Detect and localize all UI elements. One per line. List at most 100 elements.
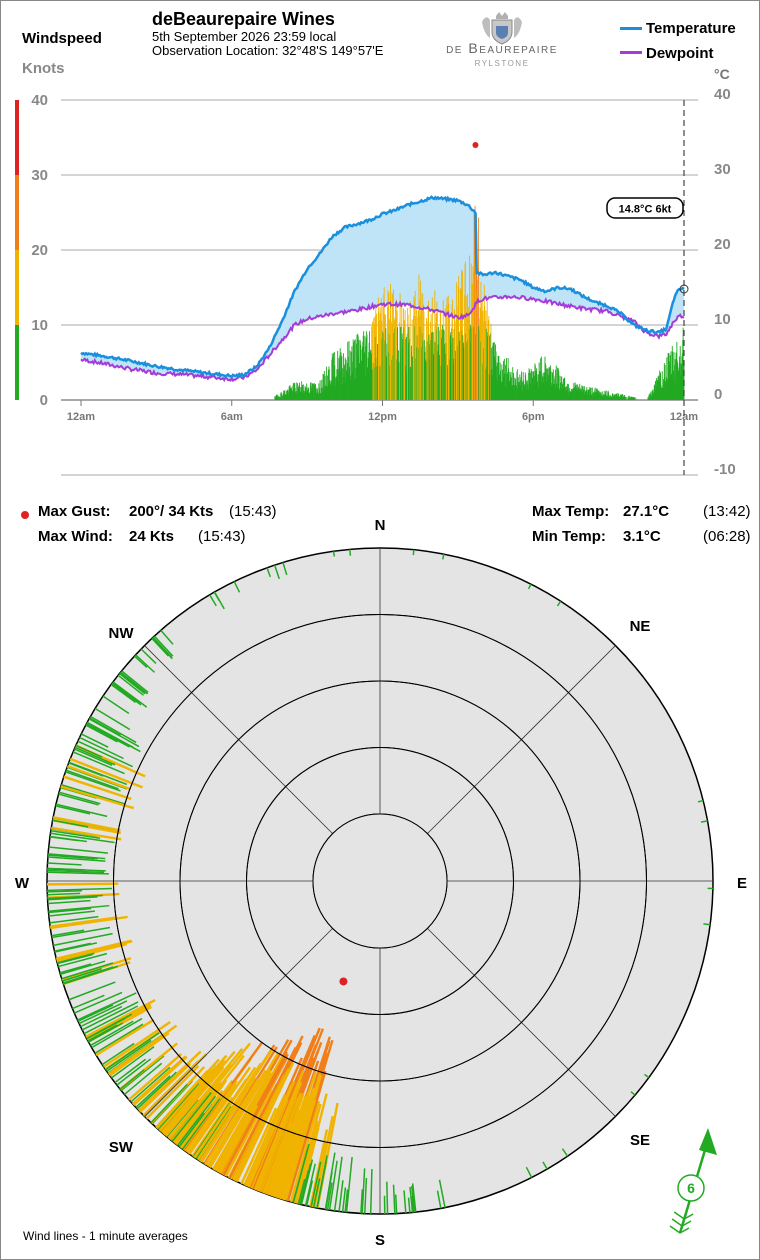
rose-wind-line [72,751,125,775]
rose-wind-line [77,992,137,1021]
rose-label-s: S [375,1232,385,1249]
rose-wind-line [121,670,149,693]
wind-speed-badge [677,1174,705,1202]
rose-wind-line [47,862,82,866]
rose-wind-line [120,1055,165,1092]
rose-wind-line [328,1160,338,1211]
rose-wind-line [152,637,173,660]
rose-wind-line [114,1058,147,1084]
rose-wind-line [55,805,91,815]
rose-wind-line [249,1034,316,1189]
rose-wind-line [338,1180,344,1212]
rose-label-se: SE [630,1132,650,1149]
rose-wind-line [166,1099,199,1138]
rose-wind-line [60,960,106,975]
rose-wind-line [360,1189,364,1214]
rose-wind-line [106,1039,152,1072]
rose-wind-line [119,1069,145,1090]
rose-wind-line [51,826,122,841]
rose-wind-line [102,695,130,715]
rose-wind-line [341,1187,347,1212]
rose-wind-line [310,1161,322,1207]
rose-label-e: E [737,875,747,892]
windspeed-scale-segment [15,100,19,175]
rose-wind-line [90,715,137,744]
rose-wind-line [47,856,106,862]
rose-wind-line [47,887,113,892]
rose-wind-line [157,1083,200,1130]
page-title: deBeaurepaire Wines [152,9,335,29]
rose-wind-line [283,1133,306,1201]
rose-wind-line [442,554,445,560]
rose-wind-line [436,1190,442,1209]
rose-wind-line [86,721,134,748]
dewpoint-line [80,294,685,383]
left-tick-20: 20 [31,242,48,259]
rose-wind-line [47,854,95,860]
legend-dewpoint-label: Dewpoint [646,45,714,62]
rose-wind-line [111,682,142,706]
x-tick-3: 6pm [522,411,545,423]
rose-wind-line [269,1126,296,1196]
rose-wind-line [644,1073,650,1079]
rose-wind-line [52,816,121,832]
rose-wind-line [47,871,109,875]
rose-wind-line [344,1189,349,1213]
temp-dewpoint-band [81,196,684,381]
rose-wind-line [411,1183,417,1213]
rose-wind-line [177,1095,216,1146]
chart-axes: 0 10 20 30 40 -10 0 10 20 30 40 12am 6am 12pm 6pm 12am [15,86,736,478]
rose-wind-line [85,999,156,1038]
rose-wind-line [48,846,109,854]
rose-wind-line [221,1108,259,1175]
legend-temperature-swatch [620,27,642,30]
rose-wind-line [48,910,95,917]
rose-wind-line [47,899,91,905]
rose-wind-line [332,551,336,557]
right-tick-30: 30 [714,161,731,178]
wind-arrow-feather [671,1218,683,1227]
rose-inner-ring [179,680,581,1082]
rose-wind-line [392,1184,396,1214]
rose-wind-line [135,1075,171,1109]
rose-wind-line [57,952,108,968]
rose-label-ne: NE [630,618,651,635]
rose-wind-line [196,1062,262,1161]
rose-wind-line [51,929,85,937]
rose-wind-line [68,761,128,786]
max-gust-label: Max Gust: [38,503,111,520]
rose-wind-line [232,1083,283,1181]
rose-wind-line [56,942,128,963]
min-temp-time: (06:28) [703,528,751,545]
rose-wind-line [700,820,708,823]
rose-wind-line [151,637,169,657]
rose-wind-line [240,1107,278,1185]
rose-wind-line [61,962,114,980]
rose-wind-line [267,1108,301,1196]
rose-wind-line [361,1168,366,1214]
rose-inner-ring [113,614,647,1148]
rose-wind-line [697,799,704,803]
right-tick-10: 10 [714,311,731,328]
rose-wind-line [94,707,131,731]
rose-wind-line [50,829,101,839]
winery-logo: de Beaurepaire RYLSTONE [420,10,585,70]
rose-wind-line [117,674,145,696]
rose-wind-line [112,681,148,708]
date-line: 5th September 2026 23:59 local [152,29,337,44]
rose-wind-line [217,1064,279,1173]
windspeed-axis-title: Windspeed [22,30,102,47]
location-line: Observation Location: 32°48'S 149°57'E [152,43,384,58]
rose-wind-line [297,1179,306,1205]
rose-wind-line [62,968,102,982]
rose-wind-line [191,1096,234,1157]
rose-wind-line [272,1092,310,1197]
rose-wind-line [630,1091,636,1096]
rose-wind-line [120,671,149,695]
rose-wind-line [200,1076,257,1163]
rose-wind-line [107,1024,178,1075]
rose-wind-line [561,1148,569,1157]
max-wind-value: 24 Kts [129,528,175,545]
rose-wind-line [91,1017,143,1049]
rose-wind-line [47,867,86,871]
